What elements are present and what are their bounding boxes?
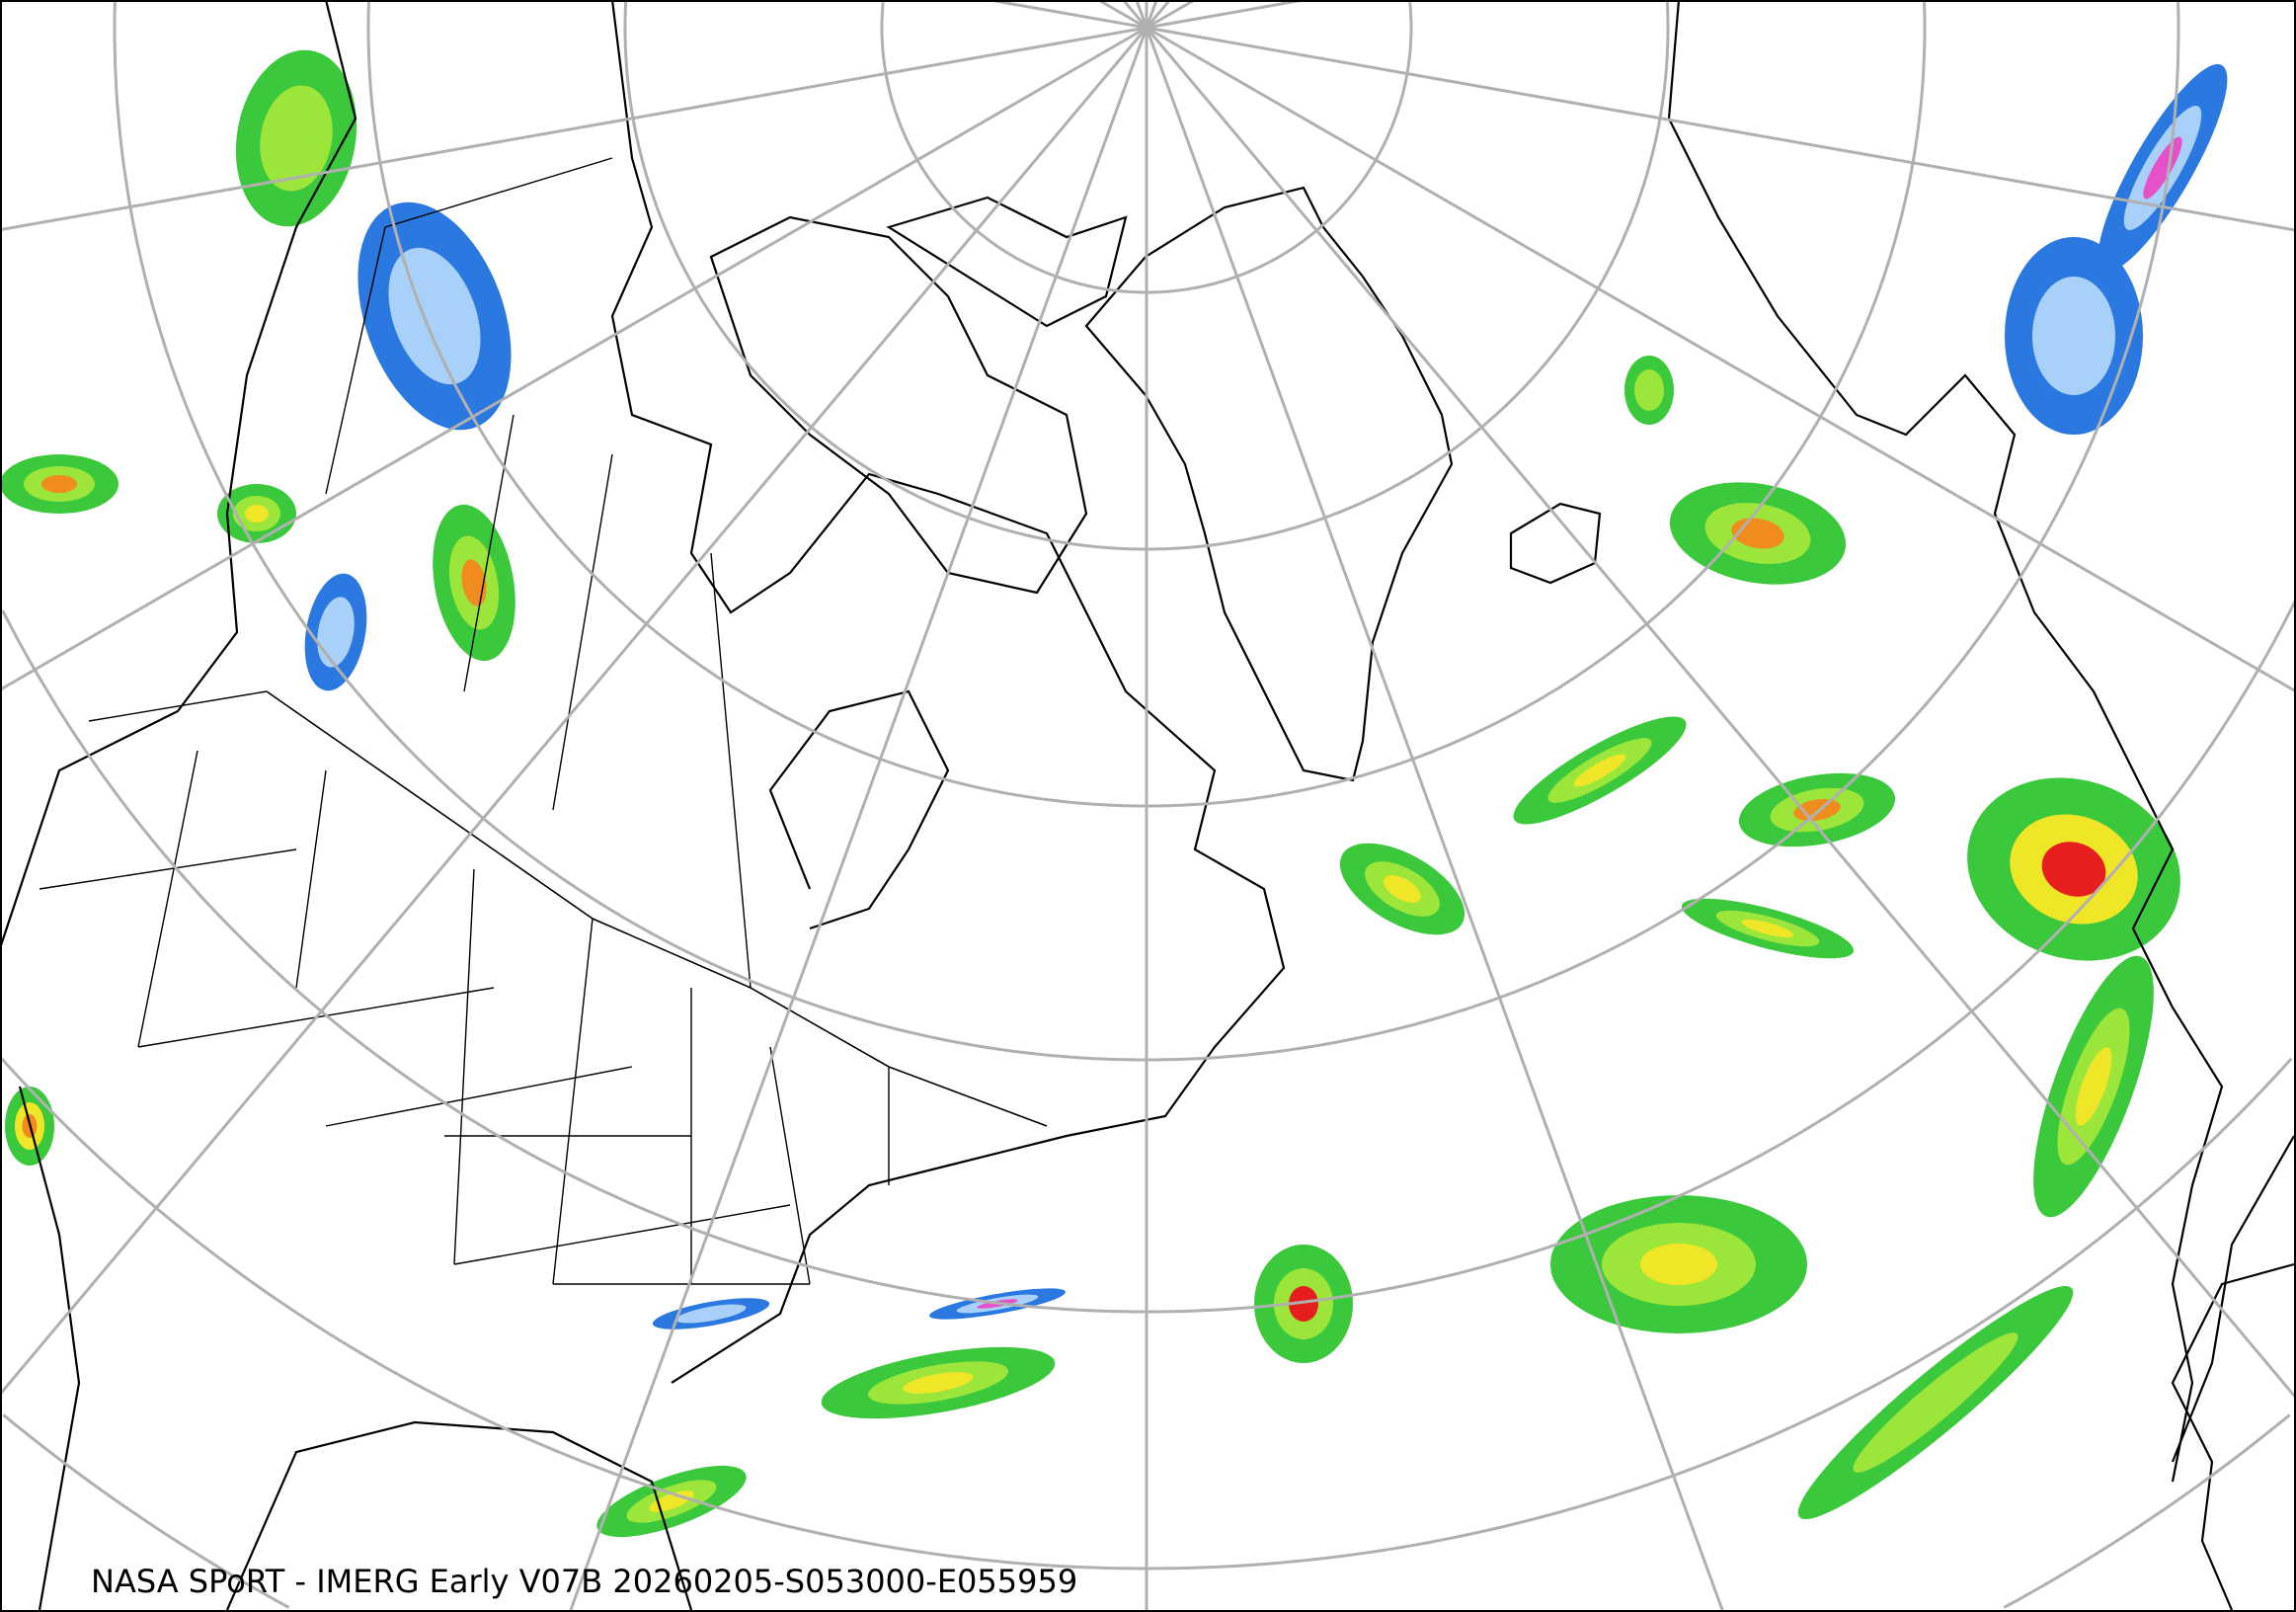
state-borders xyxy=(39,690,890,1285)
meridian-line xyxy=(1146,0,1305,30)
meridian-line xyxy=(0,26,1148,691)
africa-coast xyxy=(2171,1262,2295,1611)
latitude-circle xyxy=(1,600,2296,1314)
meridian-line xyxy=(989,0,1148,30)
meridian-line xyxy=(1146,26,2296,693)
precip-cell xyxy=(1573,754,1626,787)
precip-cell xyxy=(1853,1332,2019,1473)
latitude-circle xyxy=(113,0,2180,1062)
precipitation-layer xyxy=(0,49,2228,1538)
north-america-coast xyxy=(0,0,1286,1611)
precip-cell xyxy=(461,559,487,606)
greenland-coast xyxy=(1084,186,1454,782)
hudson-bay-coast xyxy=(768,689,950,930)
latitude-circle xyxy=(623,0,1670,551)
meridian-line xyxy=(0,27,1148,1396)
precip-cell xyxy=(317,597,355,668)
meridian-line xyxy=(1135,0,1148,29)
meridian-line xyxy=(1145,27,2296,1400)
precip-cell xyxy=(1741,919,1794,938)
precip-cell xyxy=(1640,1244,1717,1285)
meridian-line xyxy=(1146,0,1196,30)
latitude-circle xyxy=(366,0,1927,808)
precip-cell xyxy=(1289,1286,1318,1322)
map-caption: NASA SPoRT - IMERG Early V07B 20260205-S… xyxy=(91,1563,1078,1600)
canada-province-borders xyxy=(325,157,752,989)
meridian-line xyxy=(1145,27,1725,1612)
precip-cell xyxy=(675,1304,747,1324)
precip-cell xyxy=(1384,875,1421,903)
precip-cell xyxy=(2041,842,2106,897)
precip-cell xyxy=(2032,277,2115,395)
arctic-islands-coast xyxy=(709,196,1128,595)
precip-cell xyxy=(245,505,269,523)
meridian-line xyxy=(1122,0,1148,29)
precip-cell xyxy=(260,85,333,192)
meridian-line xyxy=(568,27,1148,1612)
meridian-line xyxy=(1146,26,2296,232)
europe-coast xyxy=(1667,0,2295,1483)
precip-cell xyxy=(1634,369,1664,411)
latitude-circle xyxy=(2,1413,2291,1609)
precip-cell xyxy=(2075,1047,2112,1126)
meridian-line xyxy=(1097,0,1148,30)
precip-cell xyxy=(41,475,77,493)
meridian-line xyxy=(1145,0,1158,29)
meridian-line xyxy=(1145,0,1171,29)
precip-cell xyxy=(1793,798,1841,822)
precip-cell xyxy=(903,1372,974,1394)
meridian-line xyxy=(0,26,1148,232)
latitude-circle xyxy=(880,2,1413,294)
